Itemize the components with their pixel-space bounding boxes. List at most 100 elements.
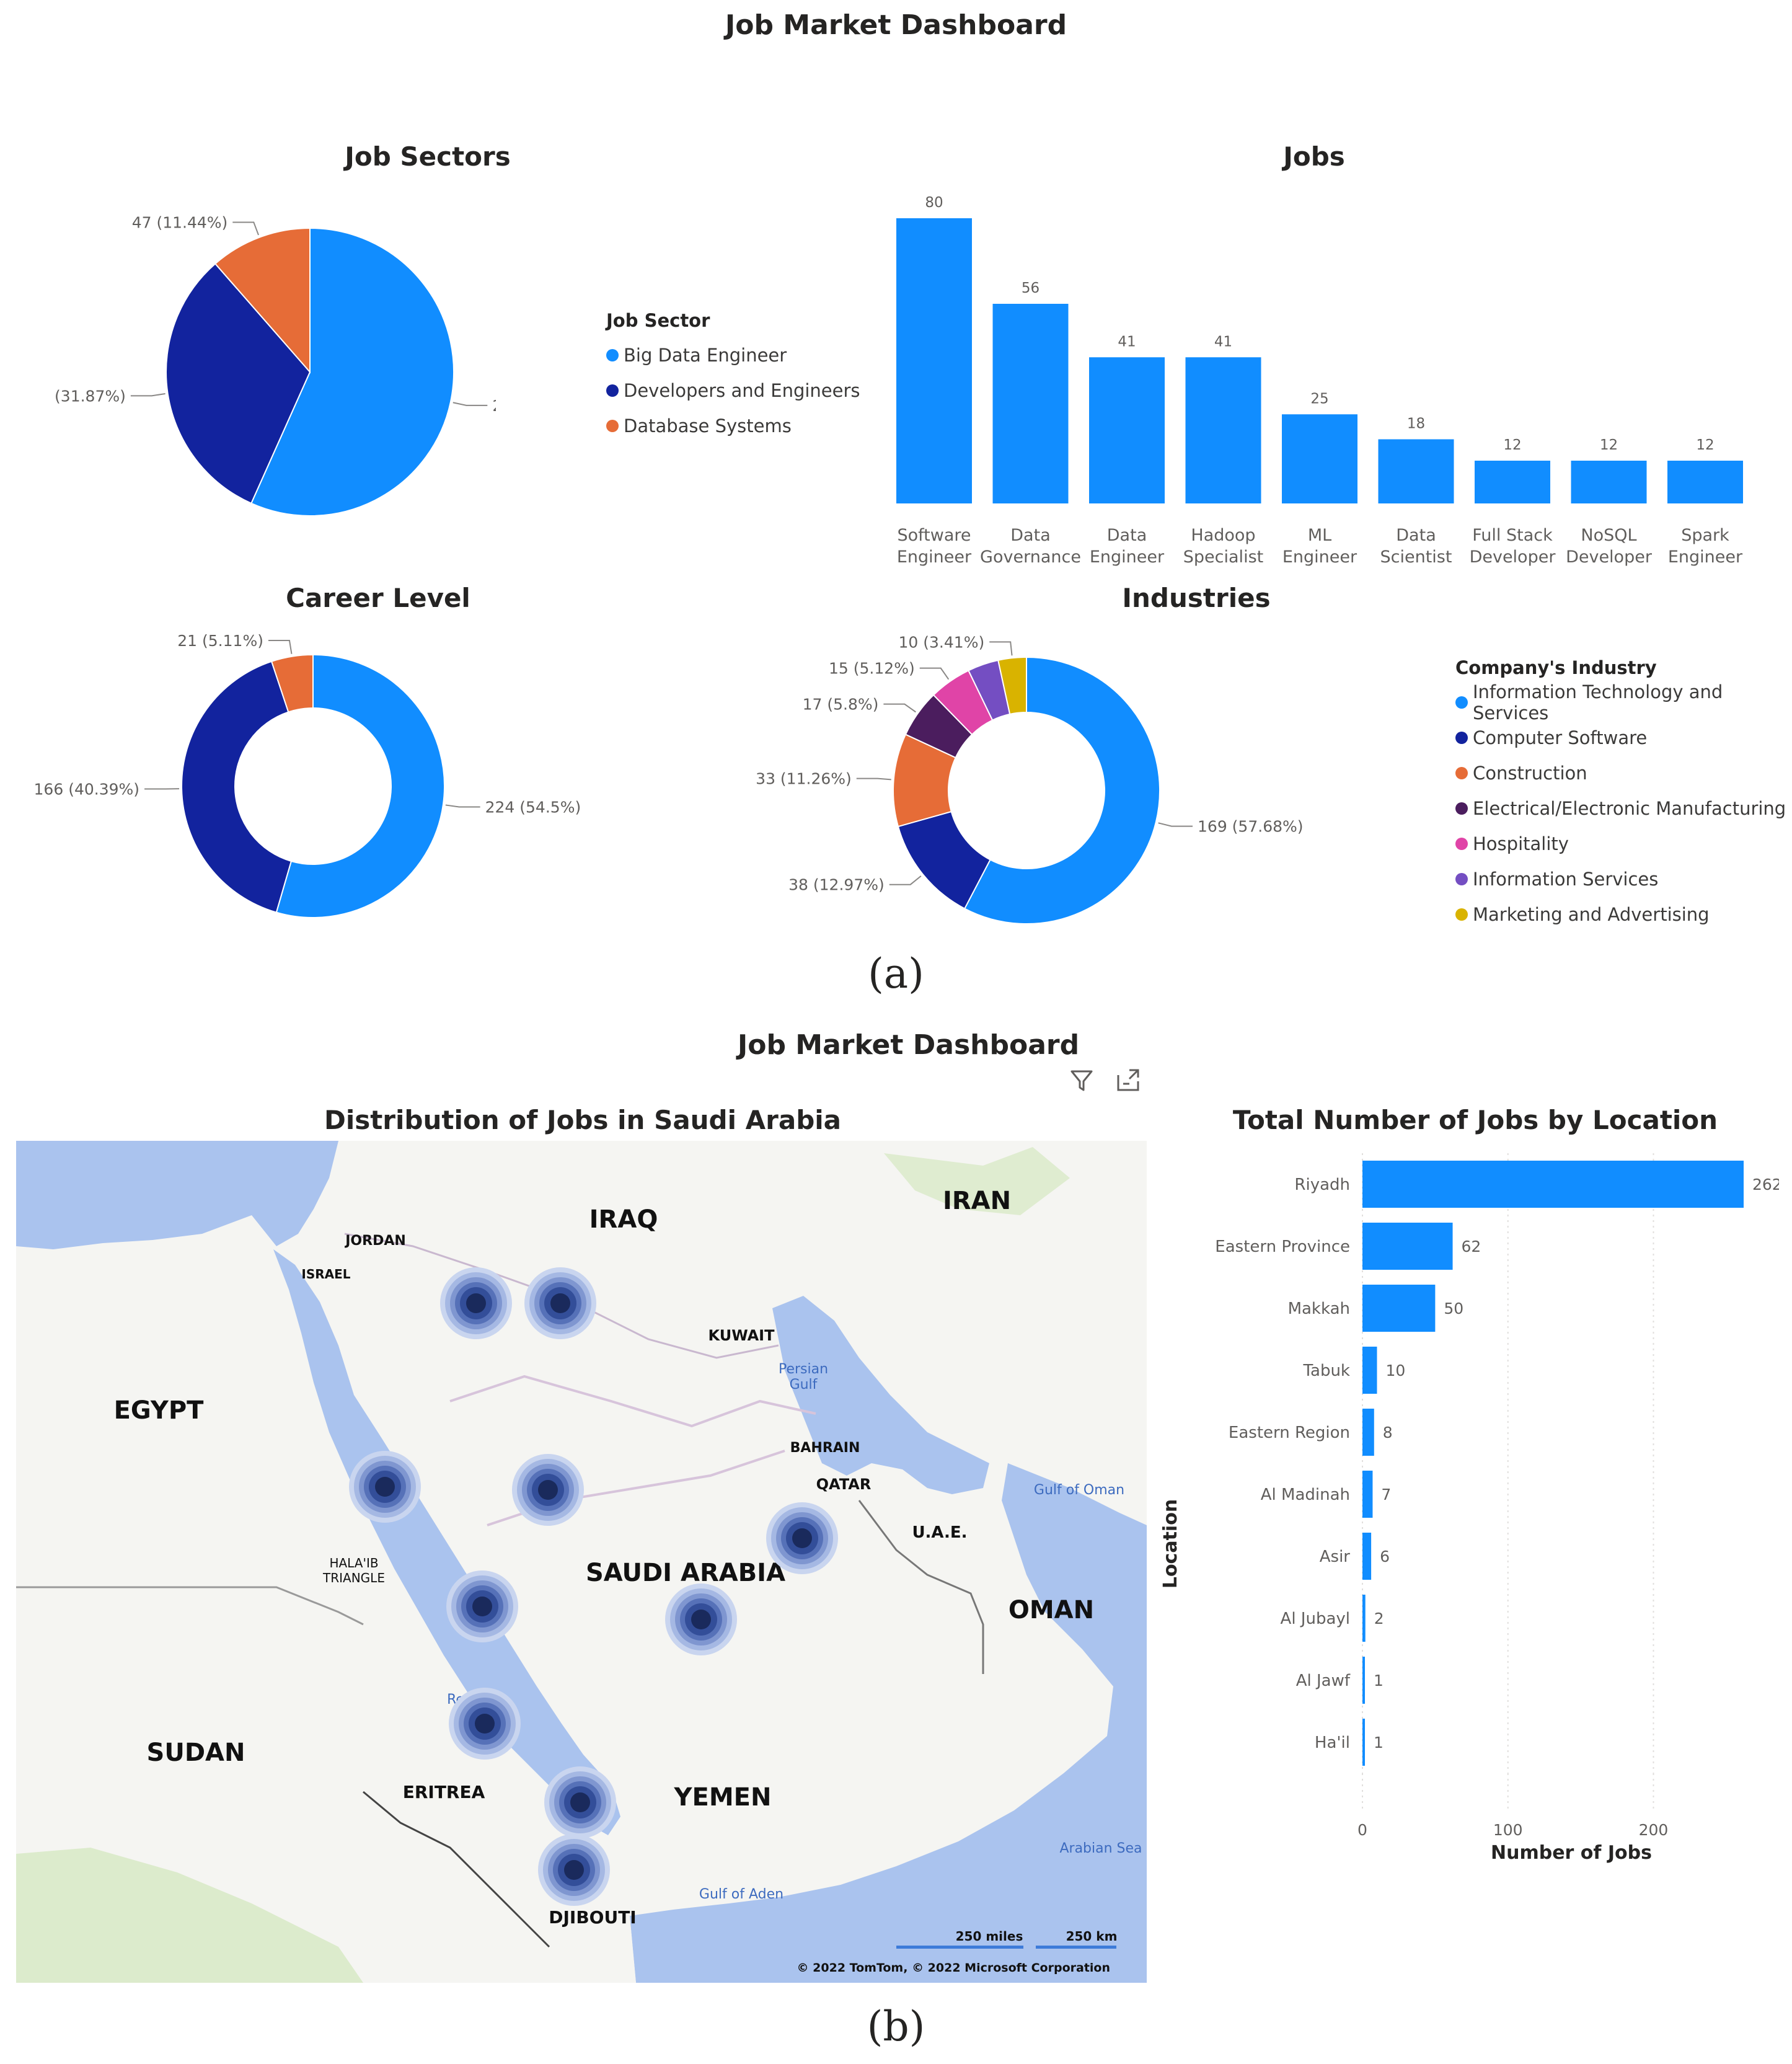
bar[interactable]	[1362, 1719, 1365, 1766]
label-iraq: IRAQ	[589, 1205, 658, 1234]
legend-item-developers-and-engineers[interactable]: Developers and Engineers	[606, 373, 860, 408]
legend-marker	[606, 384, 619, 397]
jobs-bar-chart[interactable]: 80 Software Engineer 56 Data Governance 41 Data…	[880, 186, 1760, 577]
y-axis-title: Location	[1160, 1499, 1181, 1588]
legend-item-information-services[interactable]: Information Services	[1455, 861, 1792, 897]
legend-item-it-services[interactable]: Information Technology and Services	[1455, 681, 1792, 724]
data-label: 6	[1380, 1548, 1390, 1566]
bar[interactable]	[1362, 1595, 1366, 1642]
bar[interactable]	[1362, 1533, 1372, 1580]
data-label: 33 (11.26%)	[756, 770, 852, 788]
data-label: 1	[1374, 1672, 1384, 1690]
bar[interactable]	[1185, 357, 1261, 503]
industries-title: Industries	[1122, 583, 1271, 613]
pie-slice[interactable]	[963, 656, 1160, 924]
caption-a: (a)	[868, 950, 924, 998]
bar[interactable]	[1362, 1471, 1373, 1518]
leader-line	[856, 777, 891, 781]
horn-of-africa	[549, 1916, 636, 1983]
tick-label: ML	[1308, 526, 1331, 545]
map-visual[interactable]: IRAQ IRAN JORDAN ISRAEL KUWAIT EGYPT BAH…	[16, 1141, 1147, 1983]
data-label: 10	[1385, 1362, 1405, 1380]
x-tick-label: 100	[1493, 1821, 1523, 1839]
bar[interactable]	[1362, 1223, 1453, 1270]
category-label: Riyadh	[1294, 1176, 1350, 1194]
x-tick-label: 0	[1357, 1821, 1367, 1839]
data-label: 56	[1022, 280, 1039, 296]
dashboard-title: Job Market Dashboard	[725, 9, 1067, 41]
leader-line	[919, 667, 950, 680]
data-label: 131 (31.87%)	[50, 387, 126, 405]
legend-label: Database Systems	[624, 415, 792, 436]
data-label: 1	[1374, 1734, 1384, 1752]
leader-line	[889, 875, 922, 885]
bar[interactable]	[1362, 1657, 1365, 1704]
dashboard-title-b: Job Market Dashboard	[737, 1029, 1080, 1061]
label-oman: OMAN	[1009, 1596, 1094, 1624]
data-label: 47 (11.44%)	[132, 213, 228, 231]
bubble-ring	[550, 1293, 570, 1313]
legend-label: Hospitality	[1473, 833, 1569, 854]
pie-slice[interactable]	[250, 227, 454, 516]
industries-donut-chart[interactable]: 169 (57.68%) 38 (12.97%) 33 (11.26%) 17 (5.…	[738, 626, 1308, 936]
bubble-ring	[538, 1480, 558, 1500]
bar[interactable]	[992, 304, 1069, 503]
bubble-ring	[375, 1477, 395, 1497]
tick-label: NoSQL	[1581, 526, 1636, 545]
panel-b: Job Market Dashboard Distribution of Job…	[0, 1017, 1792, 2064]
pie-slice[interactable]	[166, 262, 311, 505]
legend-item-electrical[interactable]: Electrical/Electronic Manufacturing	[1455, 791, 1792, 826]
leader-line	[268, 640, 293, 654]
legend-item-big-data-engineer[interactable]: Big Data Engineer	[606, 337, 860, 373]
bar[interactable]	[1475, 461, 1550, 503]
bubble-ring	[792, 1528, 812, 1548]
job-sectors-pie-chart[interactable]: 233 (56.69%) 131 (31.87%) 47 (11.44%)	[50, 198, 496, 546]
data-label: 12	[1600, 437, 1618, 453]
category-label: Tabuk	[1302, 1362, 1350, 1380]
bar[interactable]	[1089, 357, 1165, 503]
legend-item-database-systems[interactable]: Database Systems	[606, 408, 860, 443]
data-label: 41	[1214, 334, 1232, 350]
bar[interactable]	[896, 218, 972, 503]
bubble-ring	[564, 1860, 584, 1880]
label-uae: U.A.E.	[912, 1523, 967, 1542]
tick-label: Data	[1010, 526, 1050, 545]
leader-line	[232, 221, 259, 236]
bar[interactable]	[1362, 1285, 1436, 1332]
pie-slice[interactable]	[181, 660, 293, 913]
bar[interactable]	[1362, 1347, 1377, 1394]
bar[interactable]	[1362, 1409, 1374, 1456]
legend-item-hospitality[interactable]: Hospitality	[1455, 826, 1792, 861]
leader-line	[452, 402, 488, 406]
map-canvas[interactable]: IRAQ IRAN JORDAN ISRAEL KUWAIT EGYPT BAH…	[16, 1141, 1147, 1983]
label-iran: IRAN	[943, 1187, 1011, 1215]
data-label: 18	[1407, 416, 1425, 432]
pie-slice[interactable]	[997, 656, 1027, 715]
bar[interactable]	[1571, 461, 1647, 503]
focus-mode-icon[interactable]	[1116, 1068, 1141, 1092]
legend-item-computer-software[interactable]: Computer Software	[1455, 720, 1792, 755]
map-bubble	[665, 1583, 737, 1655]
data-label: 169 (57.68%)	[1198, 818, 1304, 836]
bar[interactable]	[1667, 461, 1743, 503]
pie-slice[interactable]	[275, 653, 445, 918]
career-level-donut-chart[interactable]: 224 (54.5%) 166 (40.39%) 21 (5.11%)	[31, 626, 626, 936]
legend-label: Construction	[1473, 762, 1587, 784]
bar[interactable]	[1362, 1161, 1744, 1208]
legend-item-marketing[interactable]: Marketing and Advertising	[1455, 897, 1792, 932]
leader-line	[989, 641, 1013, 656]
scale-miles-label: 250 miles	[956, 1929, 1023, 1944]
caption-b: (b)	[867, 2003, 925, 2050]
tick-label: Developer	[1470, 547, 1556, 567]
scale-km-label: 250 km	[1066, 1929, 1118, 1944]
pie-slice[interactable]	[270, 653, 314, 713]
pie-slice[interactable]	[214, 227, 311, 374]
legend-item-construction[interactable]: Construction	[1455, 755, 1792, 791]
filter-icon[interactable]	[1069, 1068, 1094, 1092]
bar[interactable]	[1282, 414, 1357, 503]
x-axis-title: Number of Jobs	[1491, 1842, 1652, 1864]
map-bubble	[524, 1267, 596, 1339]
label-bahrain: BAHRAIN	[790, 1440, 860, 1456]
bar[interactable]	[1378, 439, 1454, 504]
